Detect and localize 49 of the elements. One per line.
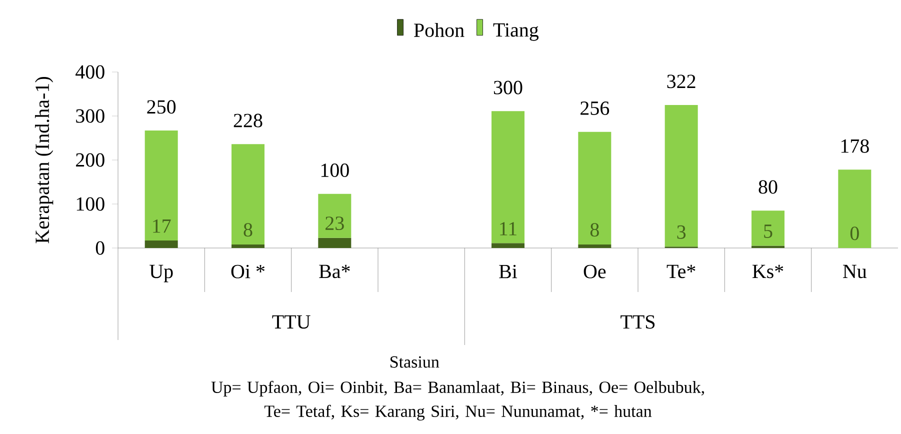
data-label: 3	[677, 225, 686, 239]
text: Up= Upfaon, Oi= Oinbit, Ba= Banamlaat, Bi= Binaus, Oe= Oelbubuk, Te= Tetaf, Ks= Karang Siri, Nu= Nununamat, *= hutan	[211, 380, 704, 421]
data-label: 0	[850, 226, 859, 240]
bar	[664, 105, 698, 247]
data-label: 8	[244, 223, 252, 237]
bar	[492, 243, 524, 248]
data-label: 17	[153, 219, 171, 233]
x-tick-label: Bi	[499, 264, 518, 278]
bar	[492, 111, 524, 244]
bar	[144, 240, 178, 248]
data-label: 80	[758, 180, 778, 194]
y-tick-label: 100	[76, 197, 104, 211]
text: TTS	[620, 315, 655, 329]
y-tick-label: 400	[76, 65, 104, 79]
y-axis-title: Kerapatan (Ind.ha-1)	[35, 77, 54, 244]
bar	[752, 210, 784, 246]
bar	[144, 130, 178, 241]
data-label: 8	[590, 223, 599, 237]
bar	[578, 132, 612, 244]
y-tick-label: 200	[76, 153, 104, 167]
legend-label: Pohon	[414, 22, 464, 38]
bar	[318, 194, 352, 238]
x-tick-label: Oi *	[231, 264, 265, 278]
y-tick-label: 300	[76, 109, 104, 123]
y-tick-label: 0	[96, 241, 104, 255]
bar	[232, 244, 264, 248]
data-label: 322	[667, 74, 696, 88]
legend-label: Tiang	[493, 23, 539, 41]
text: TTU	[272, 315, 310, 329]
x-tick-label: Te*	[666, 264, 696, 278]
data-label: 11	[500, 222, 516, 236]
data-label: 250	[147, 100, 176, 114]
bar	[232, 144, 264, 244]
x-tick-label: Oe	[584, 264, 606, 278]
data-label: 100	[321, 164, 349, 178]
x-tick-label: Nu	[843, 264, 867, 278]
data-label: 300	[494, 80, 522, 94]
data-label: 228	[234, 114, 262, 128]
x-axis-title: Stasiun	[390, 356, 440, 368]
bar	[838, 170, 872, 248]
x-tick-label: Ba*	[319, 264, 350, 278]
data-label: 5	[764, 224, 772, 238]
x-tick-label: Up	[150, 264, 173, 282]
bar	[318, 238, 352, 248]
bar	[578, 244, 612, 248]
data-label: 178	[841, 139, 869, 153]
x-tick-label: Ks*	[752, 264, 784, 278]
data-label: 23	[326, 216, 344, 230]
data-label: 256	[580, 102, 610, 115]
